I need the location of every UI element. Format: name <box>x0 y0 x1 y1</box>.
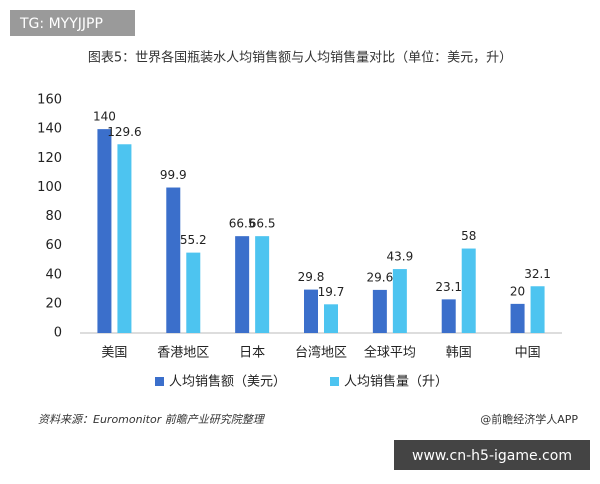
y-tick-label: 40 <box>45 267 62 282</box>
bar <box>461 248 476 333</box>
y-tick-label: 160 <box>37 93 62 108</box>
data-label: 29.6 <box>366 270 393 284</box>
legend-swatch <box>155 377 164 386</box>
x-tick-label: 美国 <box>101 346 127 361</box>
watermark: www.cn-h5-igame.com <box>412 448 572 464</box>
bar <box>186 252 201 333</box>
legend-label: 人均销售额（美元） <box>169 374 286 390</box>
data-label: 29.8 <box>298 270 325 284</box>
data-label: 129.6 <box>107 125 141 139</box>
data-label: 19.7 <box>318 285 345 299</box>
x-tick-label: 中国 <box>515 346 541 361</box>
data-label: 58 <box>461 229 476 243</box>
data-label: 32.1 <box>524 267 551 281</box>
legend-label: 人均销售量（升） <box>344 374 448 390</box>
bar <box>530 286 545 333</box>
bar <box>304 289 318 333</box>
x-tick-label: 日本 <box>239 346 265 361</box>
tag: TG: MYYJJPP <box>19 16 103 32</box>
bar <box>166 187 181 333</box>
chart-title: 图表5：世界各国瓶装水人均销售额与人均销售量对比（单位：美元，升） <box>88 50 512 66</box>
data-label: 140 <box>93 110 116 124</box>
y-tick-label: 20 <box>45 296 62 311</box>
data-label: 20 <box>510 284 525 298</box>
bar <box>324 304 338 333</box>
data-label: 23.1 <box>435 280 462 294</box>
bar <box>255 236 270 333</box>
bar <box>372 289 387 333</box>
source: 资料来源：Euromonitor 前瞻产业研究院整理 <box>38 413 266 426</box>
credit: @前瞻经济学人APP <box>480 412 578 426</box>
bar <box>97 129 112 333</box>
data-label: 66.5 <box>229 217 256 231</box>
bar <box>441 299 456 333</box>
data-label: 66.5 <box>249 217 276 231</box>
y-tick-label: 80 <box>45 209 62 224</box>
data-label: 55.2 <box>180 233 207 247</box>
y-tick-label: 60 <box>45 238 62 253</box>
x-tick-label: 全球平均 <box>364 345 416 361</box>
x-tick-label: 台湾地区 <box>295 345 347 361</box>
x-tick-label: 韩国 <box>446 346 472 361</box>
y-tick-label: 100 <box>37 180 62 195</box>
bar <box>235 236 250 333</box>
bar <box>392 269 407 333</box>
y-tick-label: 140 <box>37 122 62 137</box>
data-label: 43.9 <box>386 250 413 264</box>
y-tick-label: 0 <box>54 326 62 341</box>
tag-box <box>10 10 135 36</box>
legend-swatch <box>330 377 339 386</box>
watermark-box <box>394 440 590 470</box>
bar <box>117 144 132 333</box>
data-label: 99.9 <box>160 168 187 182</box>
bar <box>510 303 525 333</box>
y-tick-label: 120 <box>37 151 62 166</box>
x-tick-label: 香港地区 <box>157 346 209 361</box>
